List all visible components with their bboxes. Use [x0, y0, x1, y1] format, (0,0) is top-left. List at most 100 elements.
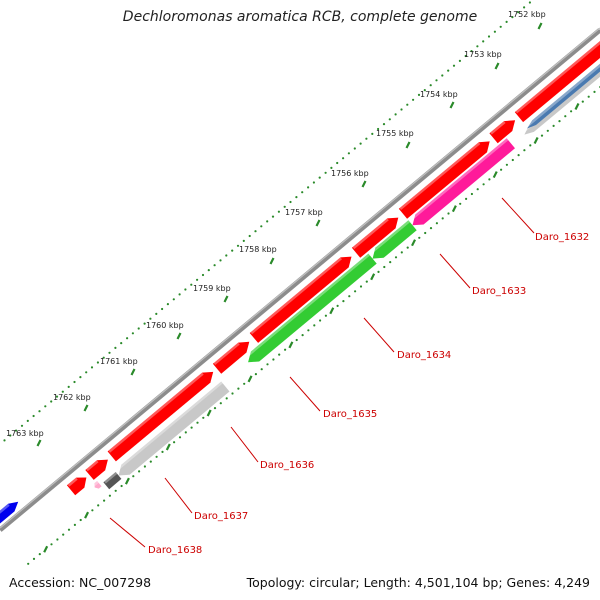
inner-tick-dot — [73, 523, 76, 527]
kbp-tick — [176, 332, 182, 340]
leader-daro-1633 — [439, 253, 471, 289]
inner-tick-dot — [465, 197, 468, 200]
leader-daro-1637 — [164, 477, 193, 514]
outer-tick-dot — [172, 298, 175, 301]
inner-kbp-tick — [329, 307, 335, 315]
gene-label-daro-1635[interactable]: Daro_1635 — [323, 409, 377, 420]
outer-tick-dot — [108, 351, 111, 354]
inner-tick-ring — [27, 85, 600, 565]
gene-daro-1633[interactable] — [412, 138, 516, 226]
inner-tick-dot — [231, 392, 234, 395]
inner-tick-dot — [120, 484, 123, 488]
gene-label-daro-1633[interactable]: Daro_1633 — [472, 286, 526, 297]
gene-fwd-c-highlight — [108, 372, 204, 453]
inner-tick-dot — [202, 416, 205, 419]
outer-tick-dot — [196, 278, 199, 281]
outer-tick-dot — [511, 16, 514, 19]
outer-tick-dot — [458, 59, 461, 63]
inner-tick-dot — [184, 431, 187, 434]
gene-fwd-h[interactable] — [489, 120, 516, 144]
gene-fwd-e[interactable] — [249, 256, 352, 343]
kbp-label-1756: 1756 kbp — [331, 169, 369, 178]
kbp-label-1757: 1757 kbp — [285, 208, 323, 217]
inner-tick-dot — [558, 120, 561, 123]
outer-tick-dot — [143, 322, 146, 325]
inner-tick-dot — [406, 246, 409, 249]
inner-tick-dot — [482, 183, 485, 186]
gene-fwd-a[interactable] — [66, 477, 87, 496]
gene-label-daro-1632[interactable]: Daro_1632 — [535, 232, 589, 243]
outer-tick-dot — [44, 405, 47, 408]
outer-tick-dot — [50, 400, 53, 403]
gene-fwd-h-highlight — [490, 121, 506, 135]
inner-tick-dot — [546, 129, 549, 132]
outer-tick-dot — [3, 439, 6, 442]
inner-tick-dot — [50, 543, 53, 546]
gene-daro-1637[interactable] — [118, 381, 230, 476]
gene-fwd-g[interactable] — [398, 141, 490, 219]
inner-tick-dot — [511, 158, 514, 162]
outer-tick-dot — [90, 366, 94, 369]
gene-small-pink[interactable] — [94, 481, 102, 489]
gene-fwd-b[interactable] — [85, 459, 108, 480]
kbp-label-1758: 1758 kbp — [239, 245, 277, 254]
inner-kbp-tick — [574, 102, 580, 110]
inner-tick-dot — [155, 455, 158, 458]
inner-tick-dot — [459, 202, 462, 205]
inner-tick-dot — [587, 95, 590, 98]
inner-tick-dot — [348, 295, 351, 298]
leader-daro-1632 — [501, 197, 535, 234]
inner-tick-dot — [447, 212, 450, 215]
gene-daro-1634-highlight — [369, 220, 410, 255]
inner-tick-dot — [593, 90, 596, 93]
outer-tick-dot — [271, 215, 275, 218]
gene-daro-1634[interactable] — [372, 220, 417, 259]
label-leaders — [109, 197, 535, 548]
outer-tick-dot — [365, 137, 368, 140]
inner-tick-dot — [295, 338, 298, 342]
inner-tick-dot — [143, 465, 146, 468]
inner-tick-dot — [254, 373, 257, 376]
gene-fwd-c[interactable] — [107, 371, 214, 462]
gene-label-daro-1637[interactable]: Daro_1637 — [194, 511, 248, 522]
gene-daro-1638[interactable] — [103, 472, 122, 490]
outer-tick-dot — [417, 93, 421, 96]
inner-tick-dot — [108, 494, 111, 497]
kbp-label-1754: 1754 kbp — [420, 90, 458, 99]
inner-tick-dot — [319, 319, 322, 322]
outer-tick-dot — [161, 307, 164, 311]
inner-tick-dot — [173, 441, 176, 444]
outer-tick-dot — [254, 230, 257, 233]
kbp-label-1761: 1761 kbp — [100, 357, 138, 366]
outer-tick-dot — [225, 254, 228, 257]
outer-tick-dot — [102, 356, 105, 359]
gene-small-pink-highlight — [93, 481, 99, 487]
leader-daro-1634 — [363, 317, 395, 353]
outer-tick-dot — [470, 50, 473, 53]
gene-fwd-i[interactable] — [514, 29, 600, 123]
gene-label-daro-1634[interactable]: Daro_1634 — [397, 350, 451, 361]
outer-tick-dot — [26, 419, 29, 422]
outer-tick-dot — [307, 186, 310, 189]
outer-tick-dot — [137, 327, 140, 330]
inner-tick-dot — [529, 144, 532, 147]
gene-fwd-d[interactable] — [212, 341, 250, 374]
inner-tick-dot — [441, 217, 444, 220]
outer-tick-dot — [277, 210, 280, 213]
gene-daro-1632[interactable] — [527, 38, 600, 129]
gene-daro-1635[interactable] — [248, 253, 377, 363]
kbp-tick — [83, 404, 89, 412]
inner-tick-dot — [523, 149, 526, 152]
gene-fwd-f[interactable] — [351, 217, 399, 258]
gene-fwd-d-highlight — [213, 342, 240, 365]
outer-tick-dot — [9, 434, 12, 437]
kbp-tick — [537, 22, 543, 30]
gene-blue-left[interactable] — [0, 501, 19, 526]
inner-tick-dot — [237, 387, 240, 390]
kbp-label-1753: 1753 kbp — [464, 50, 502, 59]
outer-tick-dot — [342, 157, 345, 160]
gene-label-daro-1636[interactable]: Daro_1636 — [260, 460, 314, 471]
genome-summary-text: Topology: circular; Length: 4,501,104 bp… — [246, 575, 590, 590]
gene-label-daro-1638[interactable]: Daro_1638 — [148, 545, 202, 556]
genome-backbone-highlight — [0, 27, 600, 529]
